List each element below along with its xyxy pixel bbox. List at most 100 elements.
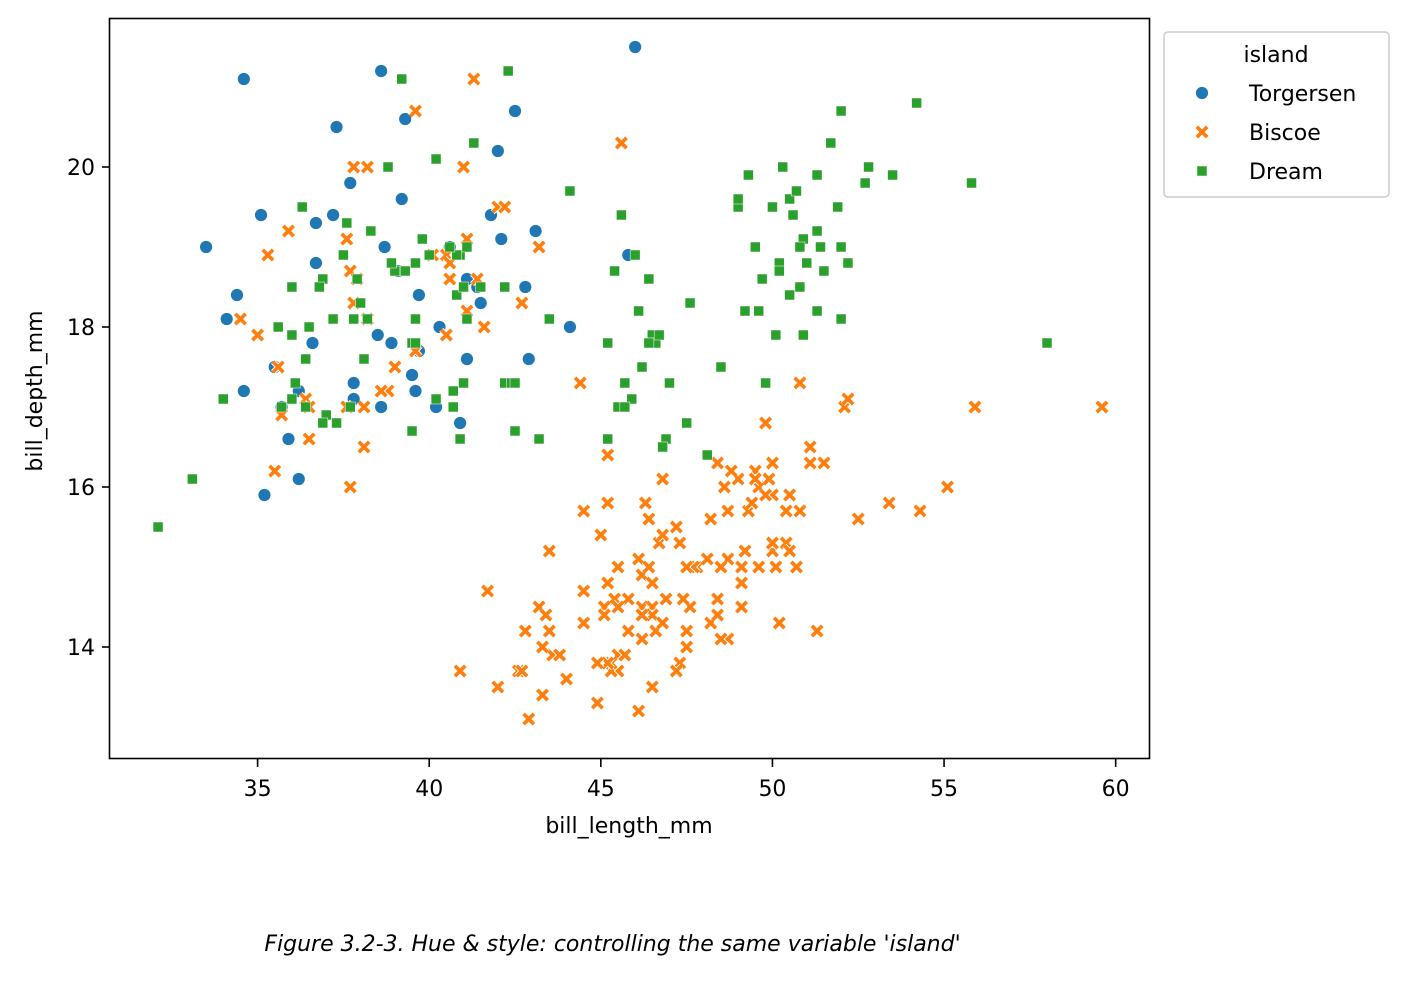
data-point-biscoe xyxy=(590,655,605,671)
data-point-biscoe xyxy=(851,511,866,527)
data-point-torgersen xyxy=(508,104,522,118)
data-point-biscoe xyxy=(514,663,530,679)
data-point-dream xyxy=(396,73,407,85)
data-point-biscoe xyxy=(590,695,605,711)
data-point-dream xyxy=(341,217,353,229)
data-point-biscoe xyxy=(260,247,276,263)
legend-title: island xyxy=(1243,43,1308,68)
data-point-torgersen xyxy=(236,72,251,86)
data-point-biscoe xyxy=(339,231,355,247)
data-point-torgersen xyxy=(408,384,423,398)
data-point-biscoe xyxy=(672,655,687,671)
data-point-torgersen xyxy=(257,488,272,502)
data-point-dream xyxy=(760,377,771,389)
data-point-dream xyxy=(626,393,637,405)
data-point-biscoe xyxy=(765,535,780,551)
data-point-biscoe xyxy=(816,455,832,471)
data-point-biscoe xyxy=(514,295,530,311)
data-point-torgersen xyxy=(305,336,320,350)
data-point-dream xyxy=(616,209,627,221)
data-point-biscoe xyxy=(442,271,457,287)
x-axis: 35 40 45 50 55 60 xyxy=(244,759,1130,802)
data-point-dream xyxy=(338,249,349,261)
data-point-biscoe xyxy=(967,399,983,415)
data-point-dream xyxy=(794,241,806,253)
data-point-torgersen xyxy=(309,216,323,230)
data-point-torgersen xyxy=(329,120,344,134)
data-point-dream xyxy=(619,377,631,389)
data-point-biscoe xyxy=(521,711,536,727)
data-point-dream xyxy=(468,137,480,149)
data-point-dream xyxy=(317,417,329,429)
data-point-dream xyxy=(410,257,421,269)
data-point-dream xyxy=(382,161,394,173)
data-point-dream xyxy=(331,417,342,429)
data-point-biscoe xyxy=(710,591,725,607)
data-point-biscoe xyxy=(765,455,780,471)
data-point-biscoe xyxy=(531,239,547,255)
data-point-biscoe xyxy=(593,527,609,543)
data-point-biscoe xyxy=(679,623,694,639)
data-point-biscoe xyxy=(748,471,763,487)
data-point-dream xyxy=(362,313,373,325)
data-point-biscoe xyxy=(658,591,674,607)
data-point-dream xyxy=(406,425,418,437)
data-point-biscoe xyxy=(758,415,773,431)
data-point-biscoe xyxy=(669,519,684,535)
data-point-biscoe xyxy=(356,399,372,415)
data-point-dream xyxy=(750,241,761,253)
data-point-biscoe xyxy=(452,663,468,679)
data-point-dream xyxy=(653,329,665,341)
data-point-biscoe xyxy=(734,599,749,615)
series-dream xyxy=(152,65,1053,533)
data-point-biscoe xyxy=(356,439,372,455)
data-point-biscoe xyxy=(912,503,928,519)
data-point-dream xyxy=(423,249,435,261)
data-point-dream xyxy=(451,289,462,301)
data-point-biscoe xyxy=(717,479,732,495)
data-point-biscoe xyxy=(267,463,282,479)
data-point-dream xyxy=(791,185,802,197)
data-point-dream xyxy=(825,137,837,149)
data-point-torgersen xyxy=(518,280,533,294)
data-point-biscoe xyxy=(724,463,739,479)
data-point-torgersen xyxy=(236,384,251,398)
data-point-dream xyxy=(835,105,847,117)
data-point-dream xyxy=(609,265,620,277)
data-point-dream xyxy=(794,281,806,293)
data-point-dream xyxy=(835,241,847,253)
data-point-dream xyxy=(454,433,466,445)
data-point-torgersen xyxy=(453,416,467,430)
data-point-torgersen xyxy=(563,320,577,334)
data-point-biscoe xyxy=(576,583,591,599)
data-point-biscoe xyxy=(576,615,591,631)
data-point-torgersen xyxy=(628,40,643,54)
data-point-dream xyxy=(475,281,486,293)
data-point-dream xyxy=(715,361,727,373)
data-point-torgersen xyxy=(343,176,358,190)
data-point-biscoe xyxy=(1094,399,1110,415)
legend-label-biscoe: Biscoe xyxy=(1249,121,1321,146)
data-point-biscoe xyxy=(631,551,646,567)
data-point-biscoe xyxy=(672,535,687,551)
data-point-biscoe xyxy=(940,479,955,495)
data-point-dream xyxy=(701,449,713,461)
y-tick-label: 18 xyxy=(67,316,95,341)
data-point-biscoe xyxy=(634,607,650,623)
data-point-dream xyxy=(887,169,898,181)
data-point-biscoe xyxy=(768,559,784,575)
legend-marker-torgersen xyxy=(1195,86,1209,100)
data-point-dream xyxy=(365,225,377,237)
data-point-torgersen xyxy=(398,112,413,126)
data-point-torgersen xyxy=(494,232,509,246)
data-point-dream xyxy=(859,177,871,189)
data-point-biscoe xyxy=(803,439,818,455)
data-point-dream xyxy=(629,249,641,261)
data-point-dream xyxy=(798,329,809,341)
data-point-dream xyxy=(811,169,823,181)
data-point-dream xyxy=(461,313,473,325)
data-point-biscoe xyxy=(600,495,615,511)
data-point-dream xyxy=(502,65,514,77)
data-point-torgersen xyxy=(374,64,389,78)
